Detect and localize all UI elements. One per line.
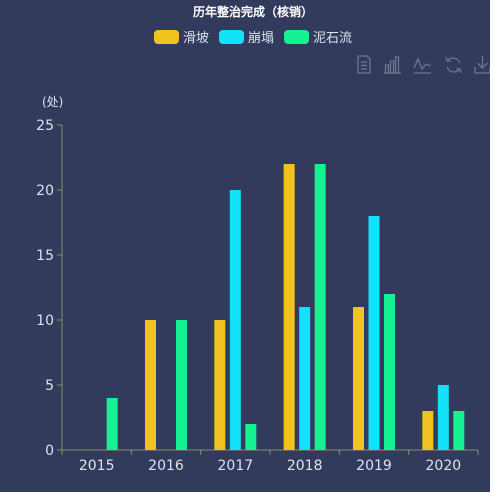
- restore-icon[interactable]: [445, 56, 462, 74]
- x-tick-label: 2017: [218, 458, 254, 474]
- legend-swatch: [219, 30, 245, 44]
- legend-item[interactable]: 泥石流: [284, 30, 352, 46]
- bar[interactable]: [353, 307, 364, 450]
- x-tick-label: 2016: [148, 458, 184, 474]
- chart-panel: 历年整治完成（核销） 滑坡 崩塌 泥石流: [0, 0, 491, 492]
- bar[interactable]: [176, 320, 187, 450]
- bar-chart-icon[interactable]: [384, 56, 401, 74]
- bar[interactable]: [245, 424, 257, 450]
- bar[interactable]: [422, 411, 434, 450]
- bar[interactable]: [214, 320, 226, 450]
- bar[interactable]: [453, 411, 465, 450]
- chart-title: 历年整治完成（核销）: [193, 4, 313, 19]
- y-tick-label: 20: [36, 183, 54, 199]
- x-tick-label: 2019: [356, 458, 392, 474]
- data-view-icon[interactable]: [357, 55, 371, 74]
- bar-chart: 历年整治完成（核销） 滑坡 崩塌 泥石流: [36, 4, 491, 474]
- line-chart-icon[interactable]: [413, 57, 432, 74]
- bar[interactable]: [283, 164, 295, 450]
- legend[interactable]: 滑坡 崩塌 泥石流: [154, 30, 352, 46]
- legend-swatch: [284, 30, 310, 44]
- bar[interactable]: [145, 320, 156, 450]
- legend-item[interactable]: 崩塌: [219, 30, 274, 46]
- bar[interactable]: [299, 307, 311, 450]
- bar[interactable]: [384, 294, 395, 450]
- y-tick-label: 25: [36, 118, 54, 134]
- toolbox[interactable]: [357, 55, 491, 74]
- x-axis: 2015 2016 2017 2018 2019 2020: [61, 449, 479, 474]
- bar[interactable]: [437, 385, 449, 450]
- y-tick-label: 0: [45, 443, 54, 459]
- y-tick-label: 15: [36, 248, 54, 264]
- bar[interactable]: [314, 164, 326, 450]
- y-axis: 0 5 10 15 20 25: [36, 118, 63, 459]
- x-tick-label: 2020: [426, 458, 462, 474]
- y-tick-label: 5: [45, 378, 54, 394]
- legend-swatch: [154, 30, 179, 44]
- save-image-icon[interactable]: [474, 56, 491, 74]
- legend-label: 崩塌: [248, 31, 274, 46]
- y-tick-label: 10: [36, 313, 54, 329]
- x-tick-label: 2018: [287, 458, 323, 474]
- bar[interactable]: [368, 216, 380, 450]
- legend-label: 滑坡: [183, 31, 209, 46]
- x-tick-label: 2015: [79, 458, 115, 474]
- y-axis-name: (处): [42, 95, 63, 109]
- bar[interactable]: [106, 398, 118, 450]
- legend-label: 泥石流: [313, 31, 352, 46]
- bar[interactable]: [229, 190, 241, 450]
- bars: [106, 164, 465, 450]
- legend-item[interactable]: 滑坡: [154, 30, 209, 46]
